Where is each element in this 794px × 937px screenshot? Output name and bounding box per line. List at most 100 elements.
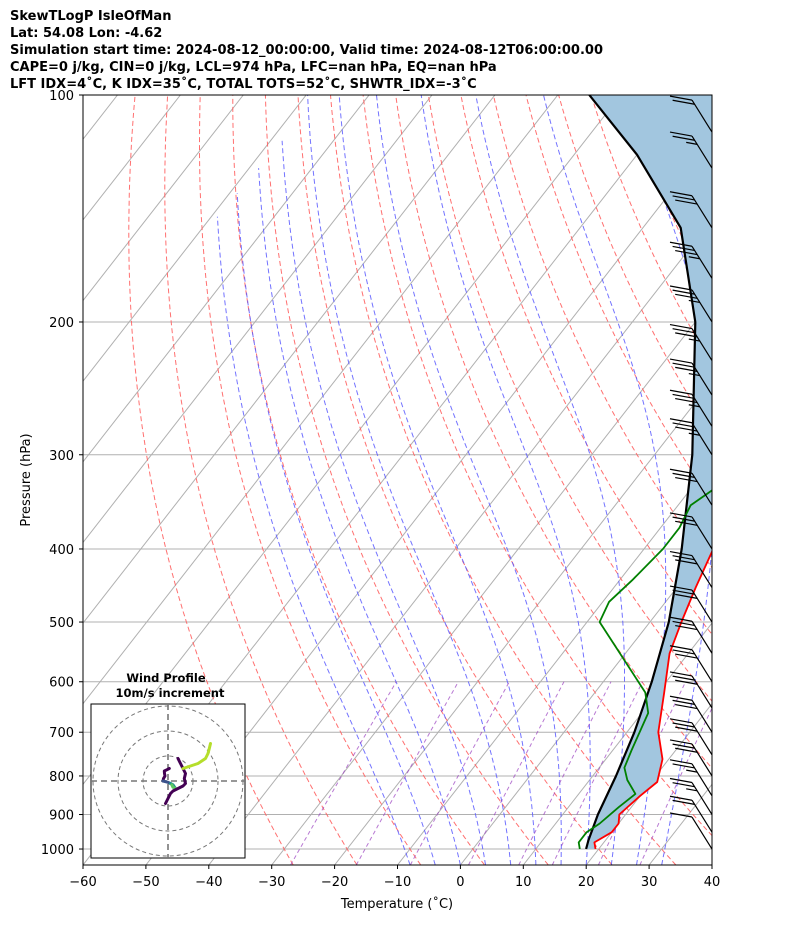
- isotherm: [145, 138, 712, 865]
- barb-staff: [691, 722, 713, 756]
- barb-flag: [672, 555, 695, 561]
- wind-barbs: [669, 95, 713, 850]
- barb-flag: [669, 550, 693, 557]
- barb-flag: [675, 653, 698, 659]
- barb-flag: [669, 468, 693, 474]
- barb-flag: [675, 747, 698, 753]
- dry-adiabat: [722, 95, 794, 865]
- barb-flag: [672, 799, 695, 805]
- barb-staff: [691, 245, 713, 279]
- moist-adiabat: [281, 140, 487, 865]
- wind-barb: [669, 550, 713, 588]
- wind-barb: [669, 191, 713, 229]
- dry-adiabat: [787, 95, 794, 865]
- axes: −60 −50 −40 −30 −20 −10 0 10 20 30 40 1000 900 800 700…: [41, 89, 720, 890]
- y-tick-label: 600: [49, 676, 74, 691]
- cape-area: [586, 95, 712, 849]
- chart-header: SkewTLogP IsleOfMan Lat: 54.08 Lon: -4.6…: [10, 8, 603, 93]
- wind-barb: [669, 795, 713, 833]
- barb-staff: [691, 763, 713, 797]
- mixing-ratio-line: [409, 681, 510, 865]
- hodo-trace: [170, 783, 177, 790]
- barb-flag: [669, 616, 693, 622]
- wind-barb: [669, 241, 713, 279]
- barb-half-flag: [688, 432, 700, 436]
- isotherm: [334, 380, 712, 865]
- y-tick-label: 200: [49, 316, 74, 331]
- wind-barb: [669, 812, 713, 850]
- wind-barb: [669, 358, 713, 396]
- y-tick-label: 700: [49, 726, 74, 741]
- barb-half-flag: [688, 299, 700, 304]
- hodograph-inset: Wind Profile 10m/s increment: [90, 671, 246, 859]
- x-tick-label: 20: [578, 875, 595, 890]
- x-tick-label: −40: [195, 875, 222, 890]
- barb-flag: [675, 476, 698, 483]
- isotherm: [83, 95, 496, 624]
- dry-adiabat: [525, 95, 712, 502]
- wind-barb: [669, 131, 713, 169]
- barb-staff: [691, 135, 713, 169]
- y-tick-label: 300: [49, 449, 74, 464]
- barb-flag: [669, 585, 693, 591]
- barb-staff: [691, 362, 713, 396]
- barb-flag: [672, 362, 695, 368]
- barb-staff: [691, 99, 713, 133]
- barb-flag: [672, 328, 695, 334]
- barb-flag: [675, 520, 698, 526]
- wind-barb: [669, 645, 713, 683]
- wind-barb: [669, 739, 713, 777]
- barb-staff: [691, 328, 713, 361]
- barb-flag: [675, 426, 698, 432]
- barb-flag: [675, 397, 698, 404]
- barb-flag: [669, 389, 693, 395]
- wind-barb: [669, 585, 713, 623]
- wind-barb: [669, 777, 713, 815]
- barb-staff: [691, 589, 713, 623]
- index-line: LFT IDX=4˚C, K IDX=35˚C, TOTAL TOTS=52˚C…: [10, 77, 477, 92]
- mixing-ratio-line: [551, 681, 643, 865]
- barb-flag: [669, 777, 693, 784]
- isotherm: [397, 460, 712, 865]
- moist-adiabat: [258, 168, 461, 865]
- x-tick-label: −60: [69, 875, 96, 890]
- barb-staff: [691, 782, 713, 815]
- barb-flag: [675, 726, 698, 732]
- barb-flag: [675, 559, 698, 565]
- inset-subtitle: 10m/s increment: [116, 686, 225, 700]
- barb-flag: [672, 422, 695, 428]
- x-axis-label: Temperature (˚C): [340, 896, 453, 912]
- parcel-line: [585, 95, 697, 850]
- barb-flag: [669, 323, 693, 330]
- wind-barb: [669, 389, 713, 427]
- dry-adiabat: [297, 95, 613, 865]
- background-lines: [83, 95, 794, 865]
- barb-flag: [672, 675, 695, 681]
- cape-line: CAPE=0 j/kg, CIN=0 j/kg, LCL=974 hPa, LF…: [10, 60, 497, 75]
- barb-staff: [691, 516, 713, 550]
- barb-flag: [669, 191, 693, 197]
- location-line: Lat: 54.08 Lon: -4.62: [10, 26, 163, 41]
- barb-flag: [672, 782, 695, 788]
- cin-fill: [586, 95, 712, 849]
- barb-half-flag: [686, 769, 698, 773]
- barb-flag: [675, 199, 698, 205]
- barb-flag: [669, 645, 693, 651]
- isotherm: [83, 95, 307, 382]
- barb-flag: [672, 289, 695, 295]
- barb-staff: [691, 699, 713, 733]
- barb-flag: [672, 99, 695, 105]
- isotherm: [271, 299, 712, 865]
- dewpoint-line: [577, 489, 712, 850]
- time-line: Simulation start time: 2024-08-12_00:00:…: [10, 43, 603, 58]
- barb-flag: [669, 131, 693, 137]
- barb-flag: [672, 620, 695, 627]
- barb-flag: [669, 812, 693, 818]
- barb-staff: [691, 289, 713, 323]
- isotherm: [460, 541, 712, 865]
- barb-flag: [669, 695, 693, 701]
- barb-staff: [691, 620, 713, 654]
- barb-half-flag: [688, 404, 700, 408]
- wind-barb: [669, 285, 713, 323]
